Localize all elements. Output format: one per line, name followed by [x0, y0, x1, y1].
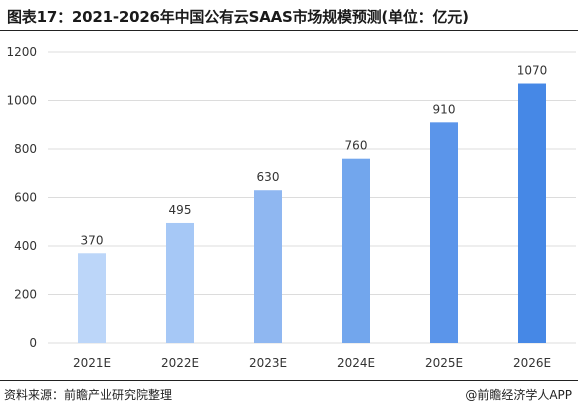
y-tick-label: 400: [14, 239, 37, 253]
bar-2025E: [430, 122, 458, 343]
top-rule: [0, 30, 578, 31]
source-note: 资料来源：前瞻产业研究院整理: [4, 388, 173, 402]
bottom-rule: [0, 380, 578, 381]
x-tick-label-2022E: 2022E: [161, 356, 199, 370]
bar-2021E: [78, 253, 106, 343]
x-tick-label-2024E: 2024E: [337, 356, 375, 370]
data-label-2025E: 910: [433, 102, 456, 116]
y-tick-label: 0: [29, 336, 37, 350]
y-tick-label: 200: [14, 288, 37, 302]
y-axis-tick-labels: 0 200 400 600 800 1000 1200: [6, 45, 37, 350]
data-label-2026E: 1070: [517, 64, 548, 78]
data-label-2022E: 495: [169, 203, 192, 217]
chart-title: 图表17：2021-2026年中国公有云SAAS市场规模预测(单位：亿元): [7, 8, 469, 26]
bar-2023E: [254, 190, 282, 343]
bar-chart: 0 200 400 600 800 1000 1200 370 495 630 760 910 107…: [6, 45, 576, 370]
y-tick-label: 1000: [6, 94, 37, 108]
data-labels: 370 495 630 760 910 1070: [81, 64, 548, 248]
brand-credit: @前瞻经济学人APP: [465, 388, 572, 402]
x-tick-label-2021E: 2021E: [73, 356, 111, 370]
bar-2022E: [166, 222, 194, 343]
data-label-2024E: 760: [345, 139, 368, 153]
y-tick-label: 600: [14, 191, 37, 205]
data-label-2023E: 630: [257, 170, 280, 184]
x-tick-label-2026E: 2026E: [513, 356, 551, 370]
gridlines: [48, 51, 576, 344]
x-tick-label-2025E: 2025E: [425, 356, 463, 370]
bars: [78, 83, 546, 344]
x-axis-tick-labels: 2021E 2022E 2023E 2024E 2025E 2026E: [73, 356, 551, 370]
y-tick-label: 1200: [6, 45, 37, 59]
y-tick-label: 800: [14, 142, 37, 156]
x-tick-label-2023E: 2023E: [249, 356, 287, 370]
bar-2024E: [342, 158, 370, 343]
data-label-2021E: 370: [81, 233, 104, 247]
bar-2026E: [518, 83, 546, 344]
